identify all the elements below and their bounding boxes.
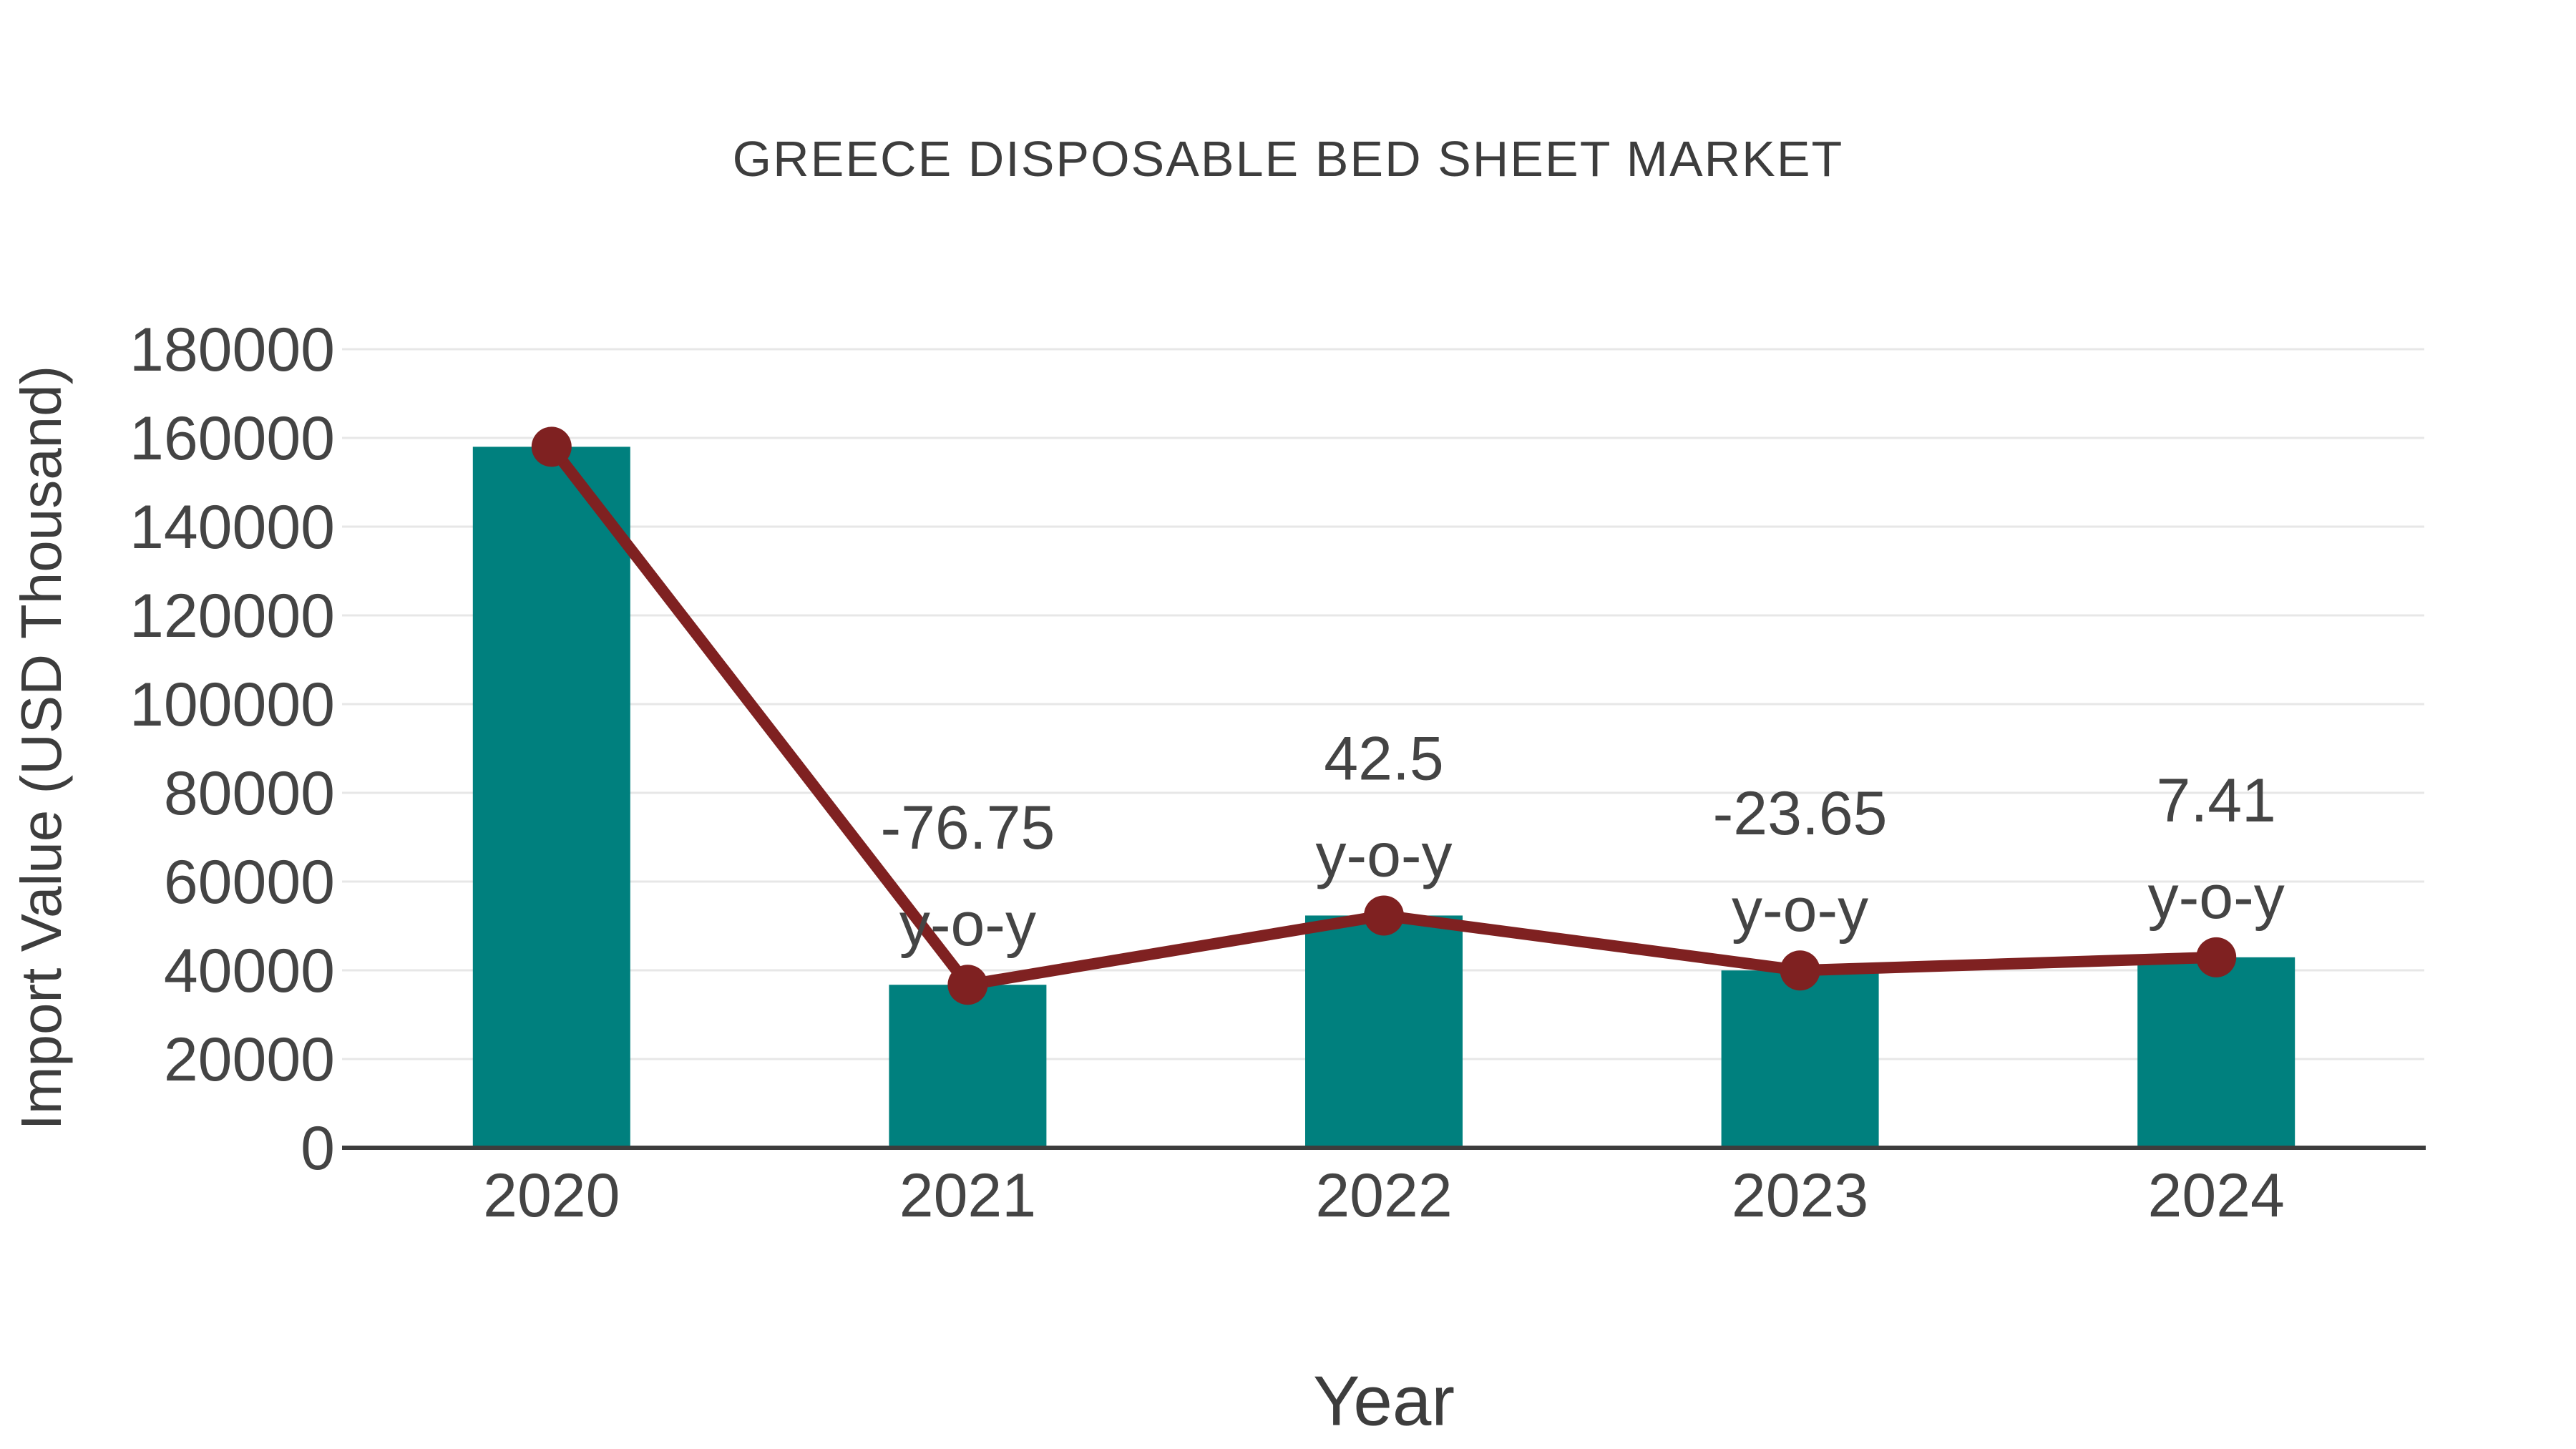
yoy-sub-label: y-o-y: [2148, 863, 2285, 932]
bar-2023: [1721, 970, 1879, 1148]
x-tick-label: 2021: [899, 1161, 1036, 1230]
y-tick-label: 180000: [130, 316, 335, 384]
data-point-marker-2023: [1780, 950, 1820, 991]
x-axis-title: Year: [1312, 1361, 1455, 1440]
y-tick-label: 60000: [164, 848, 335, 917]
y-tick-label: 20000: [164, 1025, 335, 1094]
yoy-sub-label: y-o-y: [899, 890, 1036, 959]
x-tick-label: 2023: [1732, 1161, 1868, 1230]
y-tick-label: 80000: [164, 759, 335, 828]
y-tick-label: 160000: [130, 404, 335, 473]
bar-2021: [889, 985, 1047, 1148]
yoy-sub-label: y-o-y: [1315, 821, 1452, 889]
bar-2022: [1305, 915, 1463, 1148]
yoy-value-label: -23.65: [1713, 779, 1888, 848]
yoy-value-label: 7.41: [2157, 766, 2276, 835]
x-tick-label: 2022: [1315, 1161, 1452, 1230]
y-tick-label: 120000: [130, 582, 335, 650]
yoy-sub-label: y-o-y: [1732, 876, 1868, 945]
data-point-marker-2022: [1364, 895, 1404, 936]
y-tick-label: 40000: [164, 937, 335, 1005]
bar-2020: [472, 447, 630, 1148]
y-tick-label: 100000: [130, 670, 335, 739]
y-tick-label: 0: [301, 1114, 335, 1183]
data-point-marker-2021: [947, 965, 988, 1005]
yoy-value-label: -76.75: [880, 794, 1055, 862]
y-tick-label: 140000: [130, 493, 335, 562]
chart-title: GREECE DISPOSABLE BED SHEET MARKET: [732, 131, 1844, 187]
x-tick-label: 2020: [483, 1161, 620, 1230]
data-point-marker-2020: [531, 426, 572, 467]
bar-2024: [2137, 957, 2296, 1148]
x-tick-label: 2024: [2148, 1161, 2285, 1230]
yoy-value-label: 42.5: [1324, 724, 1443, 793]
data-point-marker-2024: [2196, 937, 2237, 977]
